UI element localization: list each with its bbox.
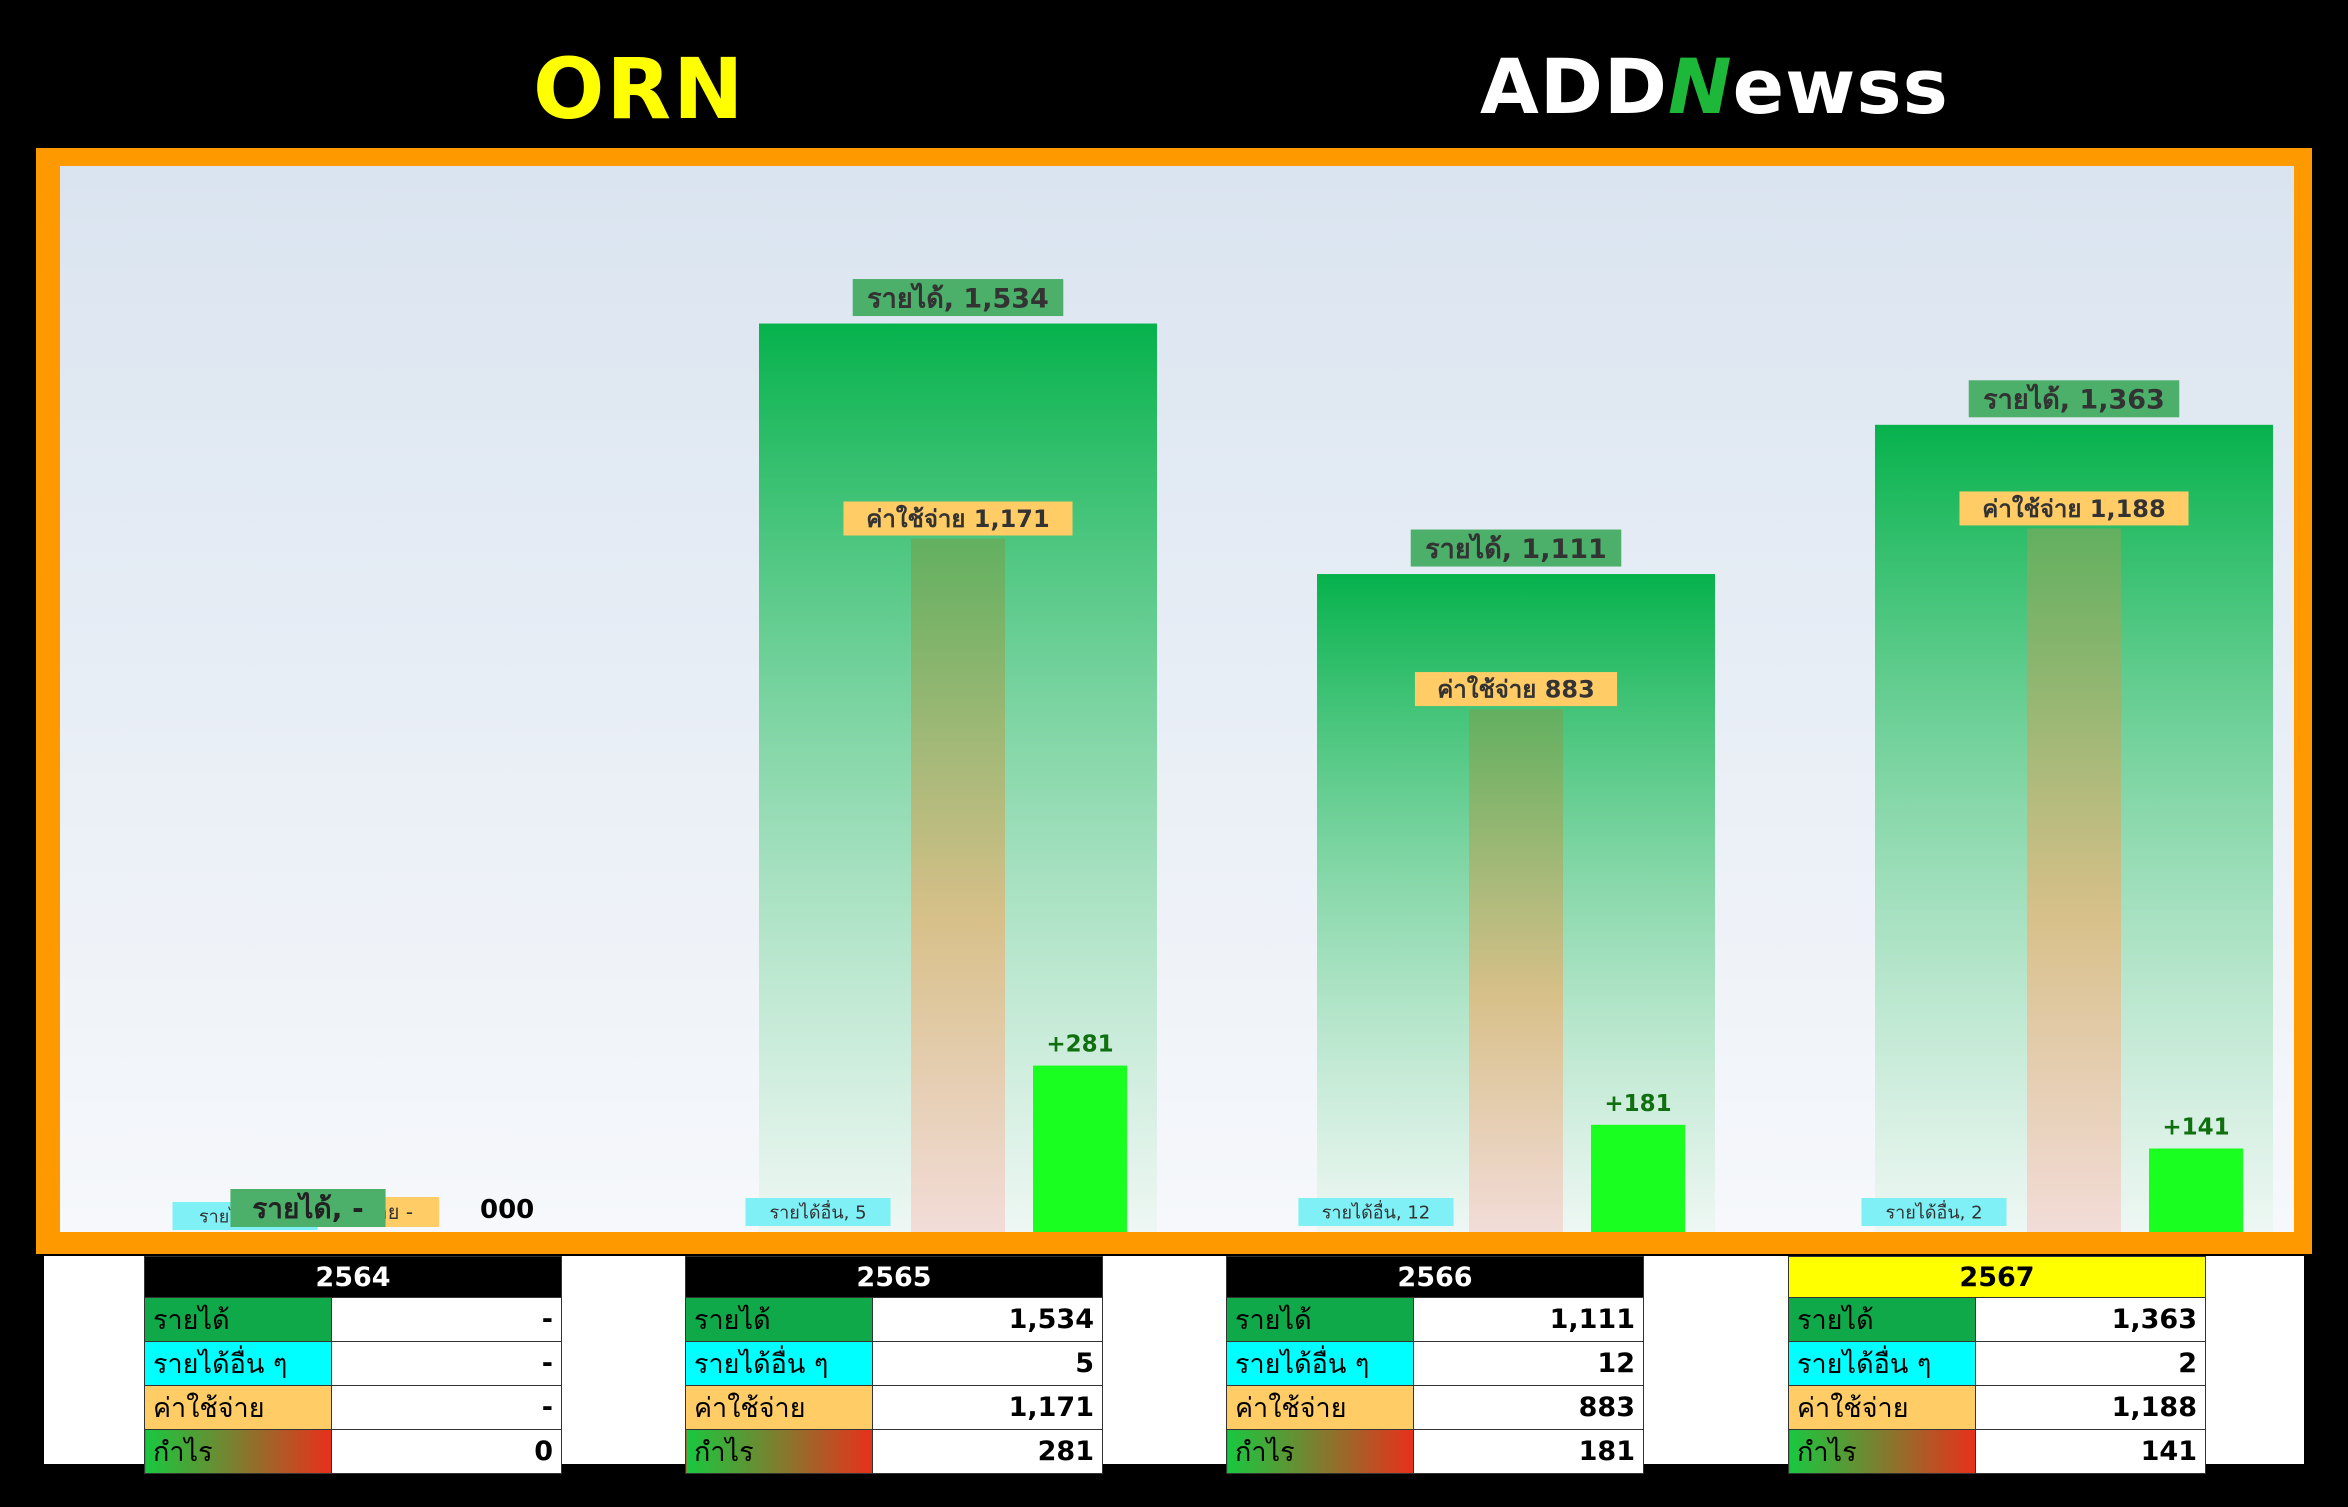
table-row: รายได้ 1,534 <box>685 1297 1103 1342</box>
expense-bar-2567 <box>2027 528 2121 1232</box>
table-year-header: 2566 <box>1226 1256 1644 1298</box>
revenue-label: รายได้ <box>1226 1297 1414 1342</box>
other-income-label: รายได้อื่น ๆ <box>1788 1341 1976 1386</box>
profit-label-2566: +181 <box>1604 1091 1671 1117</box>
revenue-value: 1,534 <box>872 1297 1103 1342</box>
ticker-symbol: ORN <box>533 40 746 138</box>
table-row: ค่าใช้จ่าย 883 <box>1226 1385 1644 1430</box>
profit-value: 141 <box>1975 1429 2206 1474</box>
chart-plot-area: รายได้อื่น, -ค่าใช้จ่าย -รายได้, -000ราย… <box>60 166 2294 1232</box>
profit-label: กำไร <box>1226 1429 1414 1474</box>
chart-frame: รายได้อื่น, -ค่าใช้จ่าย -รายได้, -000ราย… <box>36 148 2312 1254</box>
other-label-2565: รายได้อื่น, 5 <box>769 1199 866 1223</box>
profit-label-2564: 000 <box>480 1195 534 1225</box>
table-year-header: 2565 <box>685 1256 1103 1298</box>
profit-label: กำไร <box>1788 1429 1976 1474</box>
profit-label: กำไร <box>144 1429 332 1474</box>
revenue-label: รายได้ <box>685 1297 873 1342</box>
profit-label-2565: +281 <box>1046 1032 1113 1058</box>
addnewss-logo: ADDNewss <box>1480 42 1949 131</box>
expense-label-2567: ค่าใช้จ่าย 1,188 <box>1982 494 2165 523</box>
other-income-value: 5 <box>872 1341 1103 1386</box>
summary-table-2567: 2567 รายได้ 1,363 รายได้อื่น ๆ 2 ค่าใช้จ่าย 1,… <box>1788 1256 2206 1474</box>
revenue-label-2567-bg <box>1968 380 2180 418</box>
other-income-value: - <box>331 1341 562 1386</box>
logo-text-mid: N <box>1668 42 1733 131</box>
expense-value: - <box>331 1385 562 1430</box>
profit-label: กำไร <box>685 1429 873 1474</box>
table-row: กำไร 281 <box>685 1429 1103 1474</box>
expense-label-2565-bg <box>843 501 1073 536</box>
expense-value: 1,188 <box>1975 1385 2206 1430</box>
logo-text-post: ewss <box>1732 42 1949 131</box>
table-row: ค่าใช้จ่าย 1,188 <box>1788 1385 2206 1430</box>
table-row: กำไร 0 <box>144 1429 562 1474</box>
revenue-label-2565: รายได้, 1,534 <box>867 282 1049 314</box>
revenue-label-2566-bg <box>1410 529 1622 567</box>
table-row: กำไร 181 <box>1226 1429 1644 1474</box>
revenue-label-2565-bg <box>852 279 1064 317</box>
expense-label-2567-bg <box>1959 491 2189 526</box>
expense-value: 1,171 <box>872 1385 1103 1430</box>
expense-bar-2565 <box>911 538 1005 1232</box>
other-label-2566: รายได้อื่น, 12 <box>1322 1199 1431 1223</box>
expense-label: ค่าใช้จ่าย <box>1788 1385 1976 1430</box>
table-row: รายได้ 1,363 <box>1788 1297 2206 1342</box>
profit-bar-2567 <box>2149 1148 2243 1232</box>
expense-label: ค่าใช้จ่าย <box>144 1385 332 1430</box>
other-income-value: 2 <box>1975 1341 2206 1386</box>
other-label-2567-bg <box>1861 1198 2007 1226</box>
revenue-value: 1,363 <box>1975 1297 2206 1342</box>
summary-tables: 2564 รายได้ - รายได้อื่น ๆ - ค่าใช้จ่าย - กำไร 0… <box>44 1256 2304 1474</box>
expense-label-2566-bg <box>1414 672 1618 707</box>
table-row: ค่าใช้จ่าย 1,171 <box>685 1385 1103 1430</box>
summary-table-2564: 2564 รายได้ - รายได้อื่น ๆ - ค่าใช้จ่าย - กำไร 0 <box>144 1256 562 1474</box>
revenue-label: รายได้ <box>144 1297 332 1342</box>
summary-table-2566: 2566 รายได้ 1,111 รายได้อื่น ๆ 12 ค่าใช้จ่าย 8… <box>1226 1256 1644 1474</box>
profit-value: 281 <box>872 1429 1103 1474</box>
other-income-value: 12 <box>1413 1341 1644 1386</box>
table-year-header: 2567 <box>1788 1256 2206 1298</box>
other-income-label: รายได้อื่น ๆ <box>144 1341 332 1386</box>
table-row: ค่าใช้จ่าย - <box>144 1385 562 1430</box>
revenue-label-2564-bg <box>230 1189 386 1227</box>
revenue-label-2567: รายได้, 1,363 <box>1983 384 2165 416</box>
revenue-label-2566: รายได้, 1,111 <box>1425 533 1607 565</box>
other-label-2566-bg <box>1298 1198 1454 1226</box>
revenue-value: 1,111 <box>1413 1297 1644 1342</box>
profit-value: 181 <box>1413 1429 1644 1474</box>
revenue-value: - <box>331 1297 562 1342</box>
other-label-2565-bg <box>745 1198 891 1226</box>
table-row: รายได้ 1,111 <box>1226 1297 1644 1342</box>
profit-bar-2565 <box>1033 1065 1127 1232</box>
profit-label-2567: +141 <box>2162 1114 2229 1140</box>
expense-label-2566: ค่าใช้จ่าย 883 <box>1437 675 1595 704</box>
table-year-header: 2564 <box>144 1256 562 1298</box>
other-label-2567: รายได้อื่น, 2 <box>1885 1199 1982 1223</box>
table-row: กำไร 141 <box>1788 1429 2206 1474</box>
logo-text-pre: ADD <box>1480 42 1668 131</box>
other-income-label: รายได้อื่น ๆ <box>1226 1341 1414 1386</box>
expense-label: ค่าใช้จ่าย <box>1226 1385 1414 1430</box>
table-row: รายได้อื่น ๆ 12 <box>1226 1341 1644 1386</box>
table-row: รายได้อื่น ๆ- <box>144 1341 562 1386</box>
table-row: รายได้ - <box>144 1297 562 1342</box>
income-chart: รายได้อื่น, -ค่าใช้จ่าย -รายได้, -000ราย… <box>172 279 2273 1232</box>
expense-bar-2566 <box>1469 709 1563 1232</box>
expense-label-2565: ค่าใช้จ่าย 1,171 <box>866 504 1049 533</box>
expense-value: 883 <box>1413 1385 1644 1430</box>
revenue-label: รายได้ <box>1788 1297 1976 1342</box>
summary-table-2565: 2565 รายได้ 1,534 รายได้อื่น ๆ 5 ค่าใช้จ่าย 1,… <box>685 1256 1103 1474</box>
profit-value: 0 <box>331 1429 562 1474</box>
profit-bar-2566 <box>1591 1124 1685 1232</box>
expense-label: ค่าใช้จ่าย <box>685 1385 873 1430</box>
other-income-label: รายได้อื่น ๆ <box>685 1341 873 1386</box>
revenue-label-2564: รายได้, - <box>252 1192 363 1225</box>
